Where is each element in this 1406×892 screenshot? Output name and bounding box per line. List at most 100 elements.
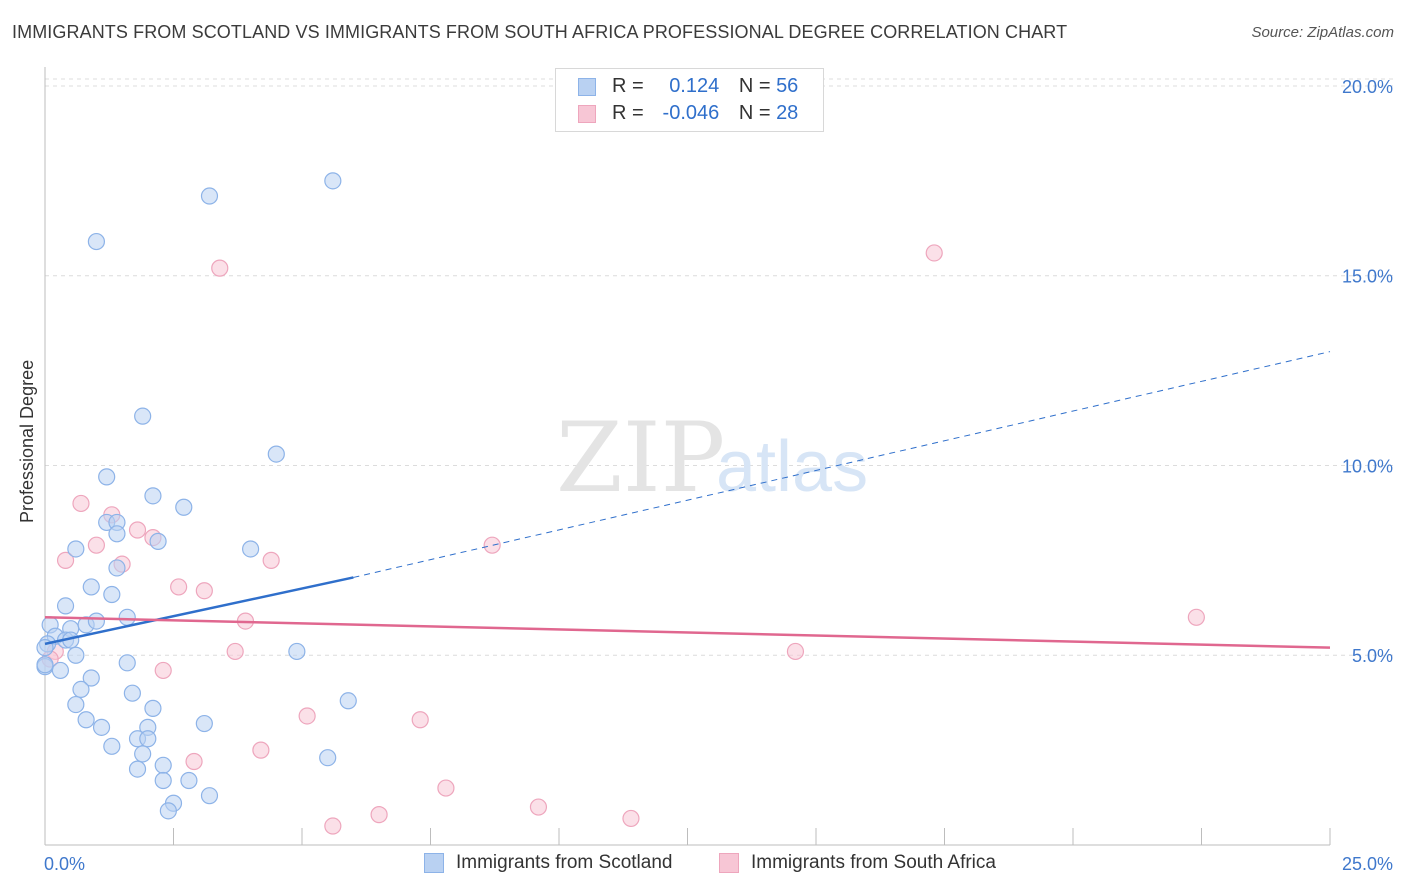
tick-labels: 5.0% 10.0% 15.0% 20.0% 0.0% 25.0%: [44, 77, 1393, 874]
scotland-point: [324, 172, 342, 190]
legend-swatch-south-africa: [578, 105, 596, 123]
south-africa-point: [226, 642, 244, 661]
scotland-point: [67, 695, 85, 714]
south-africa-point: [483, 536, 501, 554]
south-africa-trend: [44, 616, 1331, 649]
legend-label-scotland: Immigrants from Scotland: [456, 852, 673, 873]
scotland-point: [51, 661, 70, 680]
legend-swatch-scotland: [578, 78, 596, 96]
scotland-point: [128, 760, 147, 778]
south-africa-point: [529, 798, 548, 816]
legend-r-value: 0.124: [669, 75, 720, 97]
scotland-point: [36, 656, 54, 674]
scotland-point: [134, 407, 152, 425]
scotland-point: [159, 802, 177, 820]
south-africa-point: [1187, 608, 1205, 626]
scotland-point: [82, 669, 100, 687]
scotland-point: [175, 498, 193, 516]
scotland-point: [87, 232, 106, 251]
south-africa-point: [437, 779, 455, 797]
scotland-trend-dashed: [353, 351, 1331, 578]
legend-r-label: R =: [612, 75, 644, 97]
scotland-point: [200, 187, 219, 205]
grid-layer: [45, 78, 1395, 656]
scotland-point: [123, 684, 141, 702]
scotland-point: [82, 578, 100, 596]
x-tick-label-max: 25.0%: [1342, 854, 1393, 874]
south-africa-point: [170, 578, 188, 596]
scotland-point: [56, 597, 75, 615]
trend-lines: [44, 351, 1331, 649]
legend-n-value: 28: [776, 102, 799, 124]
y-tick-label: 5.0%: [1352, 646, 1393, 666]
south-africa-point: [411, 711, 429, 729]
scotland-point: [339, 692, 357, 710]
south-africa-point: [622, 809, 640, 828]
scotland-point: [103, 737, 121, 755]
legend-swatch-scotland: [424, 853, 444, 873]
y-tick-label: 10.0%: [1342, 456, 1393, 476]
south-africa-point: [72, 494, 90, 513]
watermark: ZIP atlas: [556, 402, 868, 514]
y-axis-label: Professional Degree: [17, 359, 37, 523]
south-africa-point: [262, 551, 280, 569]
legend-n-value: 56: [776, 75, 799, 97]
scotland-point: [103, 585, 121, 604]
scotland-point: [154, 756, 172, 774]
legend-n-label: N =: [738, 102, 771, 124]
chart-title: IMMIGRANTS FROM SCOTLAND VS IMMIGRANTS F…: [12, 22, 1068, 42]
scotland-point: [67, 646, 85, 664]
scotland-point: [144, 487, 162, 505]
south-africa-point: [370, 806, 388, 824]
south-africa-point: [154, 661, 172, 680]
legend-r-label: R =: [612, 102, 644, 124]
south-africa-point: [56, 551, 75, 569]
scotland-points: [36, 172, 357, 820]
scotland-point: [180, 771, 198, 790]
scotland-point: [319, 749, 337, 767]
source-credit: Source: ZipAtlas.com: [1251, 24, 1394, 41]
scotland-point: [77, 711, 95, 729]
scotland-point: [144, 699, 162, 717]
y-tick-label: 20.0%: [1342, 77, 1393, 97]
legend-r-value: -0.046: [662, 102, 720, 124]
scotland-point: [267, 445, 285, 463]
watermark-zip: ZIP: [556, 402, 725, 514]
scotland-point: [195, 714, 213, 733]
scotland-trend-solid: [44, 576, 354, 646]
south-africa-point: [195, 582, 213, 600]
scotland-point: [118, 654, 136, 672]
south-africa-point: [324, 817, 342, 835]
south-africa-point: [786, 642, 805, 661]
watermark-atlas: atlas: [716, 427, 868, 507]
scotland-point: [200, 787, 219, 805]
south-africa-point: [211, 259, 229, 277]
south-africa-point: [298, 707, 316, 725]
scotland-point: [134, 745, 152, 763]
south-africa-point: [925, 244, 943, 262]
scotland-point: [108, 559, 126, 577]
y-tick-label: 15.0%: [1342, 267, 1393, 287]
south-africa-point: [252, 741, 270, 759]
legend-label-south-africa: Immigrants from South Africa: [751, 852, 996, 873]
correlation-legend: R = 0.124 N = 56 R = -0.046 N = 28: [555, 68, 824, 132]
scotland-point: [288, 642, 306, 661]
scotland-point: [149, 532, 167, 550]
axis-layer: [44, 67, 1331, 846]
south-africa-point: [185, 752, 203, 771]
south-africa-points: [41, 244, 1205, 835]
scotland-point: [108, 525, 126, 543]
scotland-point: [118, 608, 136, 626]
south-africa-point: [128, 521, 147, 539]
scotland-point: [154, 771, 172, 790]
scotland-point: [242, 540, 260, 558]
scotland-point: [98, 468, 116, 486]
scotland-point: [67, 540, 85, 558]
scotland-point: [139, 730, 157, 748]
scotland-point: [87, 612, 106, 630]
scotland-point: [92, 718, 111, 736]
south-africa-point: [87, 536, 106, 554]
legend-swatch-south-africa: [719, 853, 739, 873]
scotland-point: [72, 680, 90, 699]
